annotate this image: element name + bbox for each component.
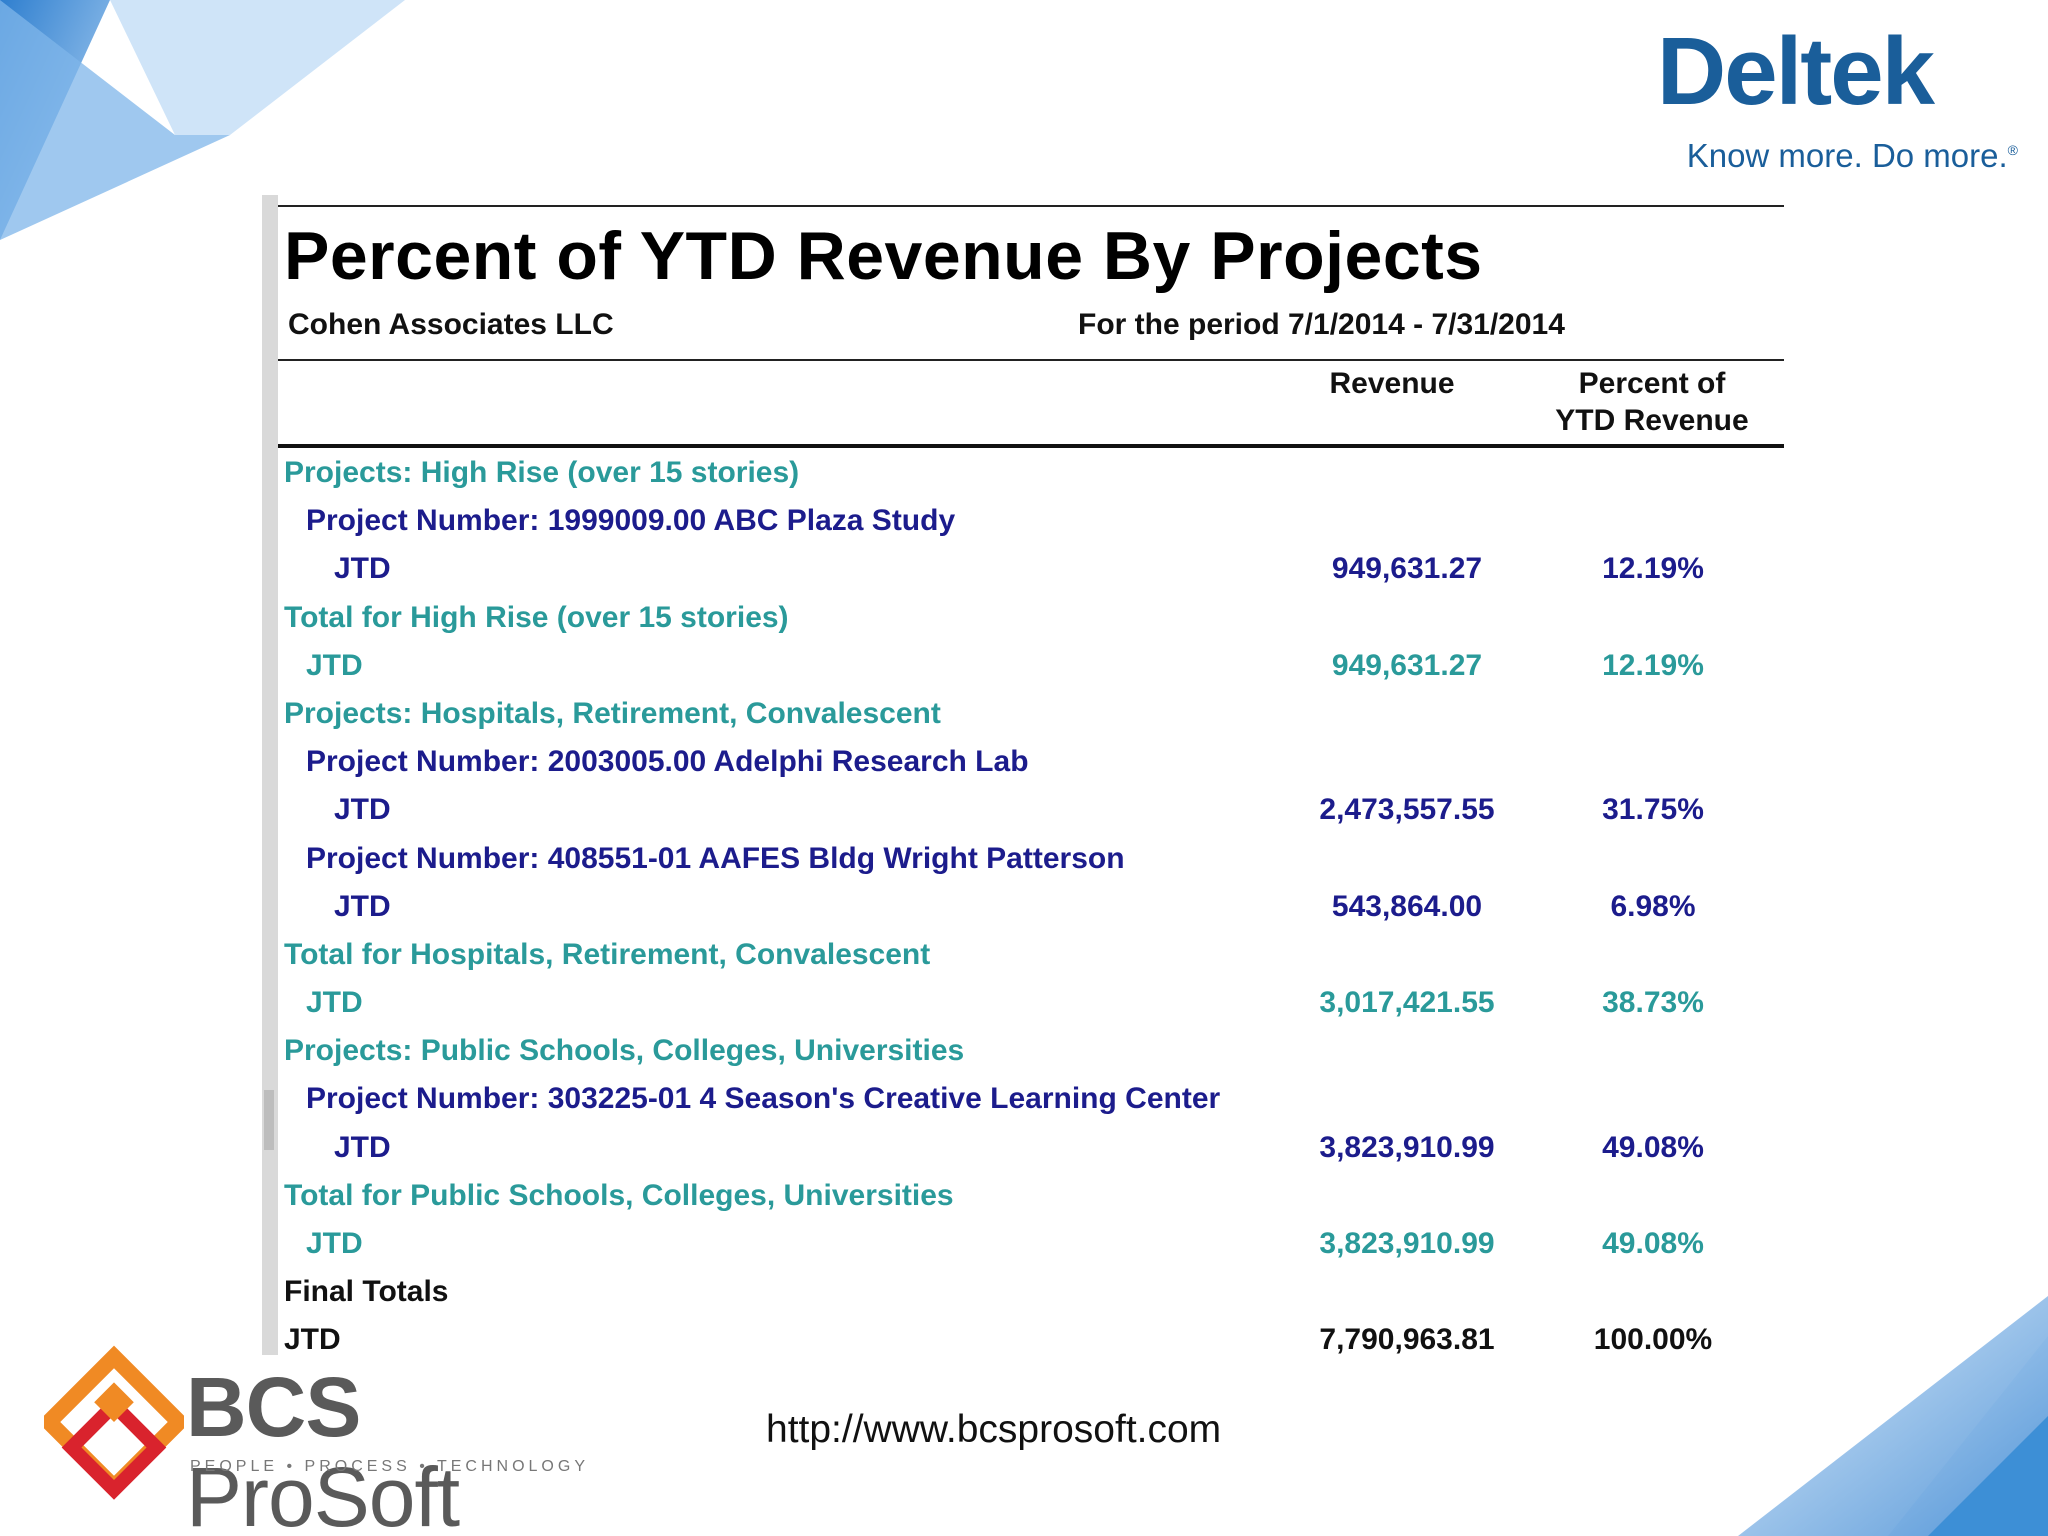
- report-row: Total for Public Schools, Colleges, Univ…: [278, 1173, 1784, 1221]
- row-percent: 31.75%: [1602, 793, 1704, 827]
- report-row: Project Number: 408551-01 AAFES Bldg Wri…: [278, 836, 1784, 884]
- bcs-company-name: BCS ProSoft: [186, 1360, 460, 1536]
- report-row: Project Number: 303225-01 4 Season's Cre…: [278, 1076, 1784, 1124]
- header-rule: [278, 359, 1784, 361]
- report-row: JTD 949,631.27 12.19%: [278, 546, 1784, 594]
- report-splitter-handle[interactable]: [264, 1090, 274, 1150]
- report-row: Projects: Public Schools, Colleges, Univ…: [278, 1028, 1784, 1076]
- column-header-revenue: Revenue: [1329, 367, 1455, 400]
- report-rows: Projects: High Rise (over 15 stories) Pro…: [278, 450, 1784, 1366]
- row-revenue: 949,631.27: [1331, 648, 1483, 682]
- corner-decoration-bottom-right: [1738, 1296, 2048, 1536]
- report-row: JTD 2,473,557.55 31.75%: [278, 787, 1784, 835]
- row-label: Projects: Hospitals, Retirement, Convale…: [284, 696, 941, 730]
- row-percent: 38.73%: [1602, 986, 1704, 1020]
- row-percent: 100.00%: [1593, 1323, 1713, 1357]
- row-percent: 12.19%: [1602, 552, 1704, 586]
- row-percent: 6.98%: [1610, 889, 1696, 923]
- row-label: JTD: [284, 1323, 341, 1357]
- brand-name: Deltek: [1656, 18, 1935, 125]
- report-row: JTD 949,631.27 12.19%: [278, 643, 1784, 691]
- report-panel: Percent of YTD Revenue By Projects Cohen…: [262, 195, 1784, 1360]
- row-label: Project Number: 2003005.00 Adelphi Resea…: [306, 745, 1029, 779]
- row-label: JTD: [334, 1130, 391, 1164]
- report-row: Project Number: 1999009.00 ABC Plaza Stu…: [278, 498, 1784, 546]
- row-revenue: 2,473,557.55: [1319, 793, 1495, 827]
- bcs-company-tagline: PEOPLE • PROCESS • TECHNOLOGY: [190, 1458, 589, 1475]
- report-row: Final Totals: [278, 1269, 1784, 1317]
- deltek-logo: Deltek Know more. Do more.®: [1598, 22, 2018, 176]
- row-label: Projects: High Rise (over 15 stories): [284, 456, 800, 489]
- report-title: Percent of YTD Revenue By Projects: [284, 218, 1483, 294]
- row-label: Total for Public Schools, Colleges, Univ…: [284, 1178, 954, 1212]
- report-scroll-edge: [262, 195, 278, 1355]
- row-label: Final Totals: [284, 1275, 449, 1309]
- report-period: For the period 7/1/2014 - 7/31/2014: [1078, 308, 1565, 341]
- row-label: JTD: [334, 889, 391, 923]
- row-label: JTD: [306, 1227, 363, 1260]
- report-row: JTD 3,017,421.55 38.73%: [278, 980, 1784, 1028]
- row-revenue: 7,790,963.81: [1319, 1323, 1495, 1357]
- report-row: JTD 543,864.00 6.98%: [278, 884, 1784, 932]
- row-label: Project Number: 408551-01 AAFES Bldg Wri…: [306, 841, 1125, 875]
- column-header-percent: Percent of YTD Revenue: [1555, 367, 1749, 437]
- row-revenue: 3,823,910.99: [1319, 1130, 1495, 1164]
- bcs-logo-mark-icon: [44, 1345, 184, 1500]
- row-percent: 12.19%: [1602, 648, 1704, 682]
- row-label: Total for High Rise (over 15 stories): [284, 600, 789, 634]
- row-revenue: 949,631.27: [1331, 552, 1483, 586]
- report-top-rule: [278, 205, 1784, 207]
- row-label: JTD: [334, 793, 391, 827]
- corner-decoration-top-left: [0, 0, 405, 240]
- column-header-rule: [278, 444, 1784, 448]
- website-url[interactable]: http://www.bcsprosoft.com: [766, 1408, 1222, 1451]
- row-revenue: 543,864.00: [1331, 889, 1483, 923]
- row-label: JTD: [306, 648, 363, 682]
- report-row: JTD 3,823,910.99 49.08%: [278, 1221, 1784, 1269]
- row-label: JTD: [334, 552, 391, 586]
- row-label: Projects: Public Schools, Colleges, Univ…: [284, 1034, 965, 1068]
- row-label: Project Number: 1999009.00 ABC Plaza Stu…: [306, 504, 956, 538]
- row-label: Total for Hospitals, Retirement, Convale…: [284, 937, 931, 971]
- report-row: Total for Hospitals, Retirement, Convale…: [278, 932, 1784, 980]
- report-row: Projects: Hospitals, Retirement, Convale…: [278, 691, 1784, 739]
- row-percent: 49.08%: [1602, 1227, 1704, 1260]
- bcs-prosoft-logo: BCS ProSoft PEOPLE • PROCESS • TECHNOLOG…: [44, 1340, 624, 1536]
- report-row: Projects: High Rise (over 15 stories): [278, 450, 1784, 498]
- report-company: Cohen Associates LLC: [288, 308, 614, 341]
- row-label: Project Number: 303225-01 4 Season's Cre…: [306, 1082, 1221, 1116]
- row-revenue: 3,017,421.55: [1319, 986, 1495, 1020]
- report-row: Project Number: 2003005.00 Adelphi Resea…: [278, 739, 1784, 787]
- report-row: Total for High Rise (over 15 stories): [278, 595, 1784, 643]
- report-row: JTD 7,790,963.81 100.00%: [278, 1317, 1784, 1365]
- row-percent: 49.08%: [1602, 1130, 1704, 1164]
- row-label: JTD: [306, 986, 363, 1020]
- brand-tagline: Know more. Do more.®: [1686, 137, 2018, 174]
- report-row: JTD 3,823,910.99 49.08%: [278, 1125, 1784, 1173]
- row-revenue: 3,823,910.99: [1319, 1227, 1495, 1260]
